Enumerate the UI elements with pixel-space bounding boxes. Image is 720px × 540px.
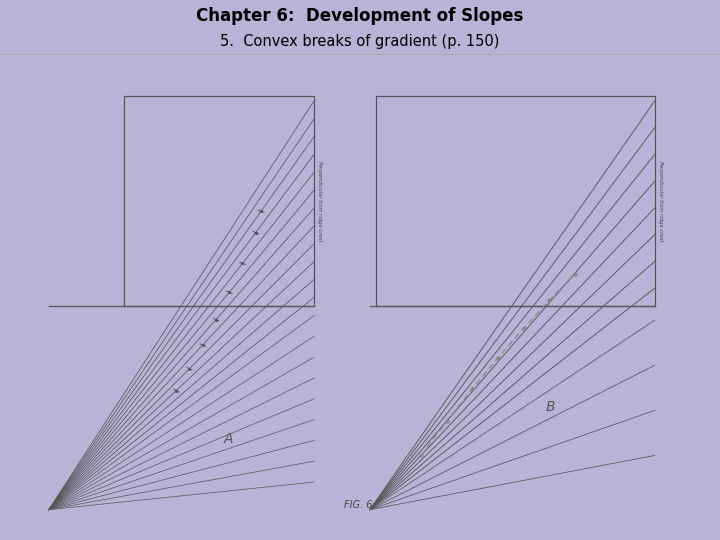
Text: A: A [224,432,234,446]
Text: FIG. 6.: FIG. 6. [344,500,376,510]
Text: Perpendicular from ridge crest: Perpendicular from ridge crest [658,161,663,241]
Text: Perpendicular from ridge crest: Perpendicular from ridge crest [318,161,323,241]
Text: 5.  Convex breaks of gradient (p. 150): 5. Convex breaks of gradient (p. 150) [220,34,500,49]
Text: Chapter 6:  Development of Slopes: Chapter 6: Development of Slopes [197,6,523,25]
Text: B: B [545,400,554,414]
